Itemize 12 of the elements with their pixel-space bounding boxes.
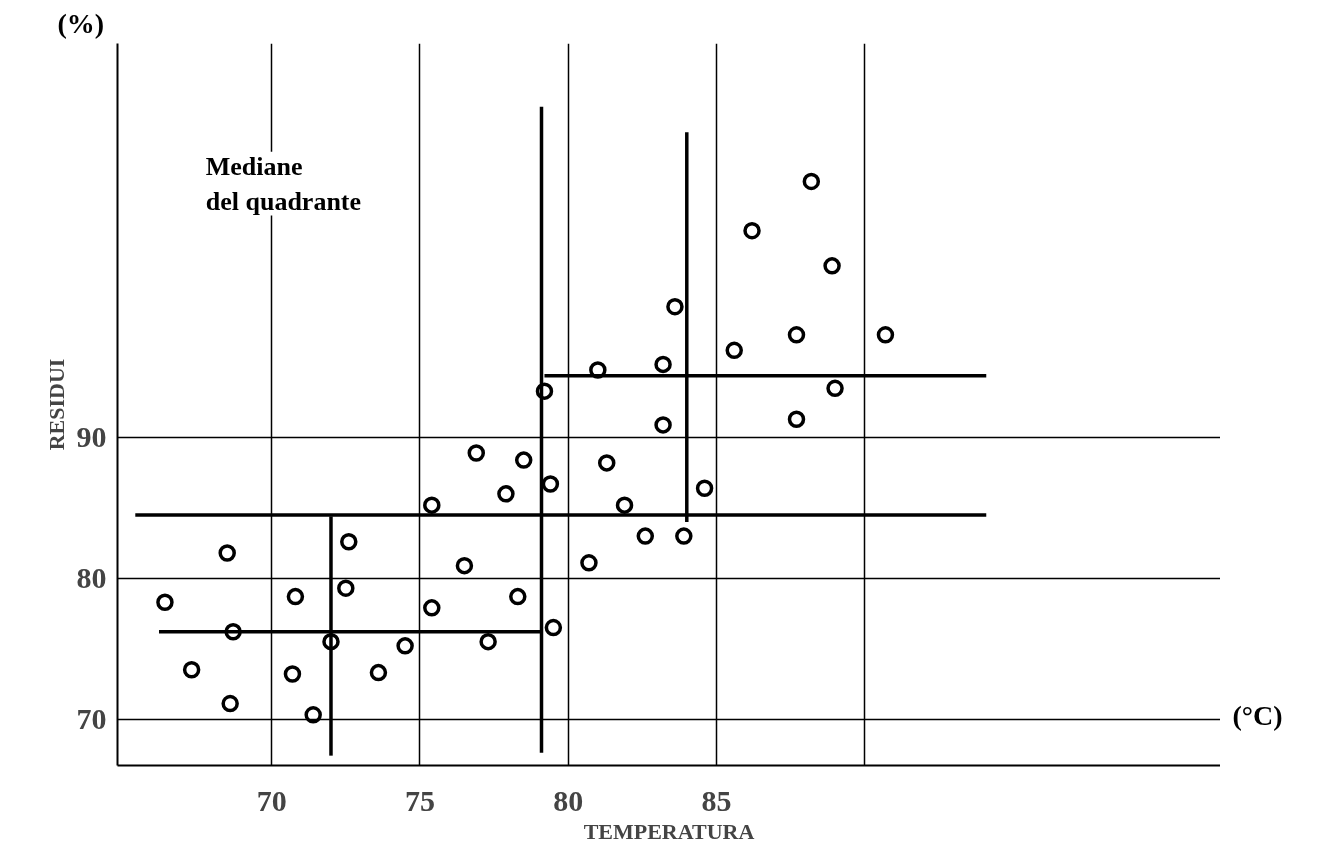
annotation: Mediane del quadrante — [205, 151, 362, 216]
y-tick-label: 80 — [76, 560, 107, 594]
y-axis-title: RESIDUI — [43, 358, 69, 451]
y-tick-label: 70 — [76, 701, 107, 735]
x-tick-label: 85 — [701, 783, 732, 817]
text: (°C) — [1232, 699, 1283, 731]
x-tick-label: 70 — [256, 783, 287, 817]
y-tick-label: 90 — [76, 420, 107, 454]
x-tick-label: 75 — [404, 783, 435, 817]
x-tick-label: 80 — [553, 783, 584, 817]
x-axis-title: TEMPERATURA — [583, 818, 755, 844]
text: (%) — [57, 7, 105, 39]
